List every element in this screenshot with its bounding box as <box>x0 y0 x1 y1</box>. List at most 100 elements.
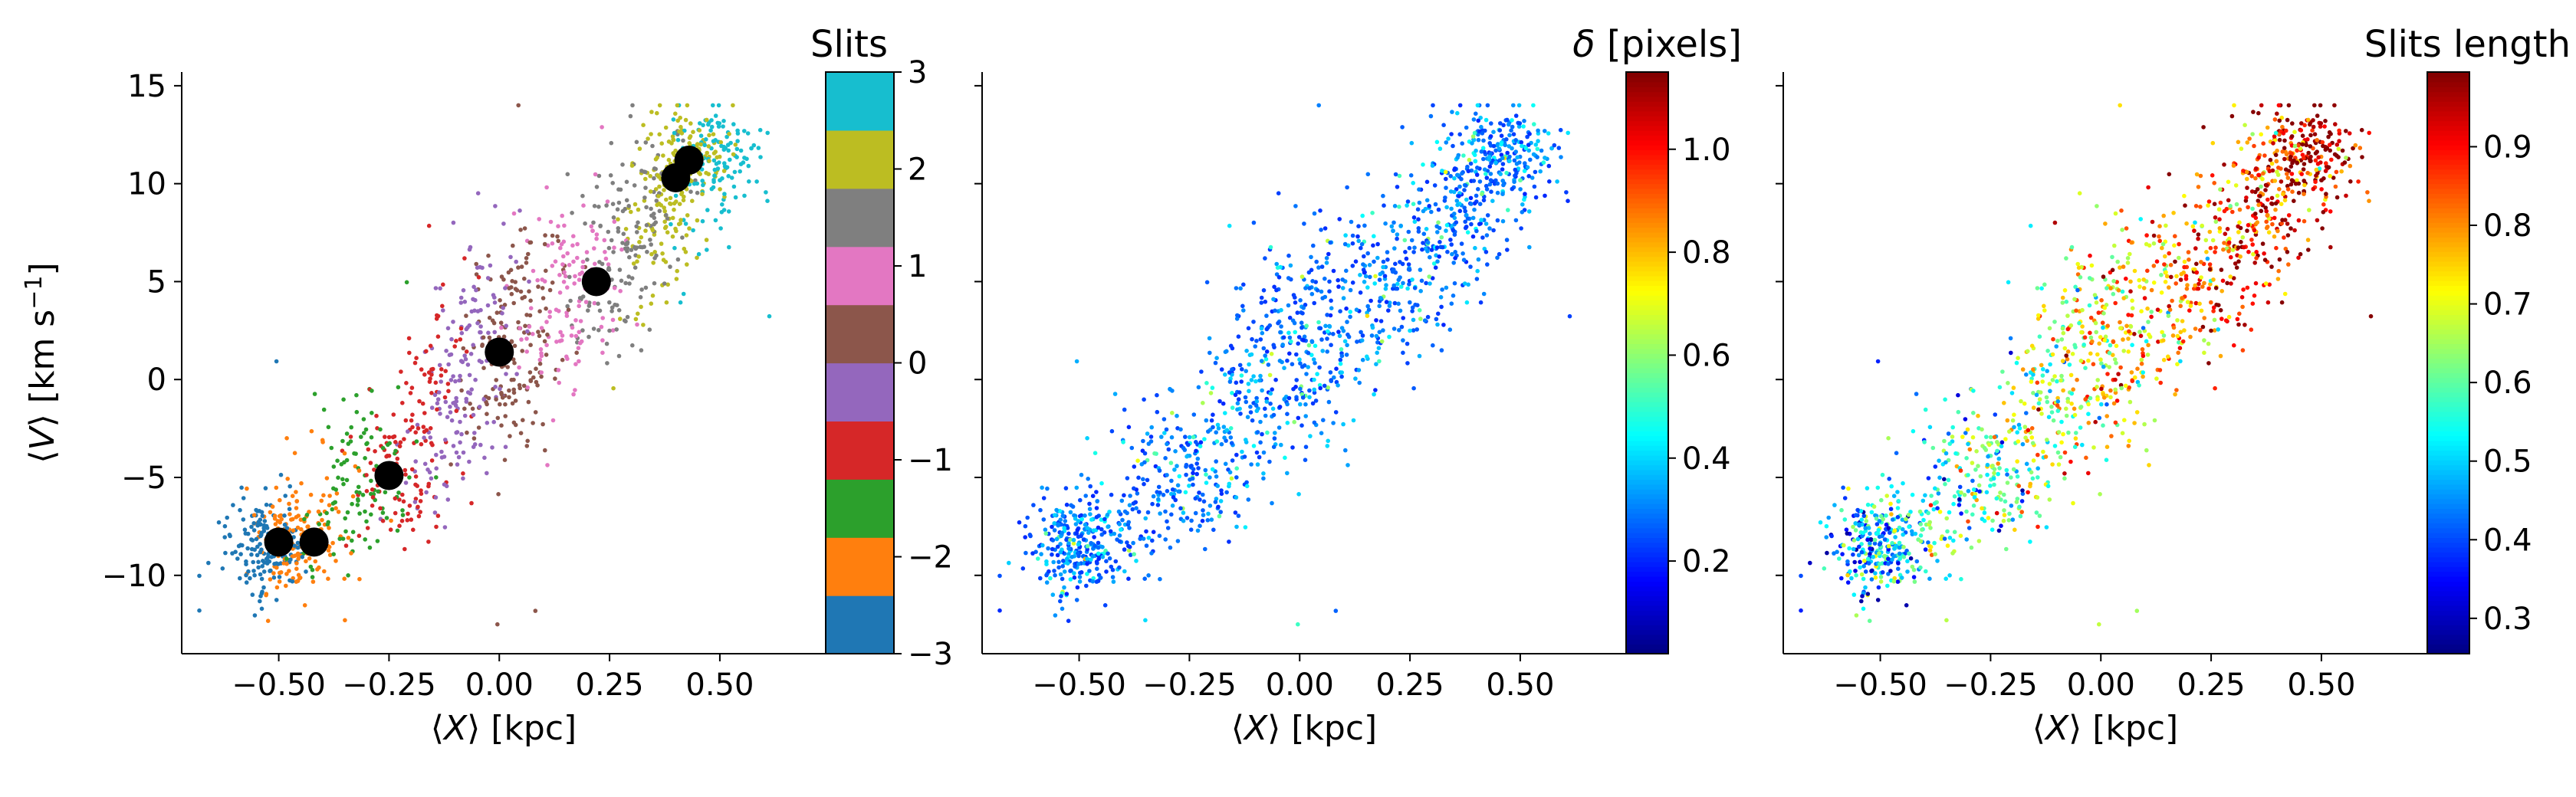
data-point <box>669 141 674 146</box>
data-point <box>1410 305 1415 310</box>
data-point <box>1158 511 1162 516</box>
data-point <box>277 579 282 584</box>
data-point <box>668 264 672 269</box>
data-point <box>316 509 321 514</box>
data-point <box>1532 122 1536 126</box>
data-point <box>729 175 734 180</box>
data-point <box>696 251 702 257</box>
data-point <box>485 412 489 416</box>
data-point <box>596 301 600 307</box>
data-point <box>1096 556 1101 561</box>
data-point <box>2320 139 2325 145</box>
data-point <box>1464 197 1469 202</box>
colorbar-gradient-step <box>1626 135 1668 141</box>
data-point <box>1090 494 1096 498</box>
colorbar-gradient-step <box>1626 154 1668 160</box>
data-point <box>1331 421 1336 425</box>
data-point <box>419 488 423 493</box>
data-point <box>2099 386 2104 392</box>
data-point <box>1300 392 1305 397</box>
data-point <box>1872 537 1878 543</box>
data-point <box>500 311 504 316</box>
data-point <box>373 449 377 454</box>
data-point <box>1083 513 1087 518</box>
data-point <box>438 412 442 416</box>
data-point <box>527 370 533 375</box>
data-point <box>2308 159 2313 163</box>
data-point <box>514 372 519 376</box>
data-point <box>419 441 424 447</box>
data-point <box>330 540 335 546</box>
data-point <box>2064 256 2068 261</box>
data-point <box>555 234 560 239</box>
data-point <box>1127 526 1132 530</box>
data-point <box>713 149 718 154</box>
data-point <box>1351 418 1356 423</box>
data-point <box>2128 399 2133 405</box>
data-point <box>1543 156 1547 160</box>
data-point <box>548 219 554 225</box>
data-point <box>1412 219 1418 225</box>
data-point <box>428 343 433 349</box>
data-point <box>2124 276 2128 281</box>
data-point <box>566 307 571 313</box>
data-point <box>1122 493 1126 498</box>
data-point <box>1301 338 1306 343</box>
data-point <box>1343 233 1348 238</box>
data-point <box>1189 464 1194 468</box>
data-point <box>2281 131 2286 136</box>
data-point <box>670 215 675 221</box>
data-point <box>574 350 579 356</box>
data-point <box>1208 503 1213 508</box>
data-point <box>597 308 603 313</box>
data-point <box>2282 291 2288 297</box>
data-point <box>1994 496 1999 501</box>
colorbar-segment <box>826 421 894 480</box>
data-point <box>1343 448 1348 453</box>
colorbar-gradient-step <box>1626 309 1668 316</box>
data-point <box>1204 472 1208 477</box>
data-point <box>261 559 265 563</box>
data-point <box>1808 560 1812 566</box>
data-point <box>439 379 443 384</box>
data-point <box>268 577 273 582</box>
data-point <box>1265 430 1270 435</box>
data-point <box>2012 425 2016 430</box>
data-point <box>1933 486 1937 491</box>
data-point <box>1897 525 1902 530</box>
data-point <box>2247 136 2252 141</box>
data-point <box>1433 202 1438 207</box>
data-point <box>677 202 682 207</box>
data-point <box>547 314 552 320</box>
colorbar-gradient-step <box>1626 280 1668 287</box>
data-point <box>1365 303 1370 309</box>
data-point <box>2128 279 2133 284</box>
data-point <box>478 307 483 313</box>
data-point <box>2161 213 2166 218</box>
data-point <box>1044 580 1050 585</box>
data-point <box>554 339 559 344</box>
data-point <box>1407 245 1412 251</box>
data-point <box>1500 192 1505 196</box>
data-point <box>1142 481 1146 487</box>
data-point <box>435 397 441 402</box>
data-point <box>1488 172 1493 176</box>
data-point <box>2037 513 2042 518</box>
data-point <box>2318 124 2323 129</box>
data-point <box>705 248 709 252</box>
data-point <box>542 241 547 247</box>
data-point <box>2194 172 2200 177</box>
data-point <box>1434 139 1440 145</box>
data-point <box>2080 324 2085 329</box>
data-point <box>1104 559 1109 564</box>
data-point <box>634 224 639 229</box>
data-point <box>1995 448 1999 454</box>
data-point <box>2164 223 2168 228</box>
data-point <box>511 300 516 306</box>
data-point <box>2253 212 2258 216</box>
data-point <box>758 155 763 159</box>
data-point <box>616 308 622 313</box>
data-point <box>1970 435 1976 440</box>
data-point <box>2151 233 2157 238</box>
data-point <box>471 444 476 449</box>
